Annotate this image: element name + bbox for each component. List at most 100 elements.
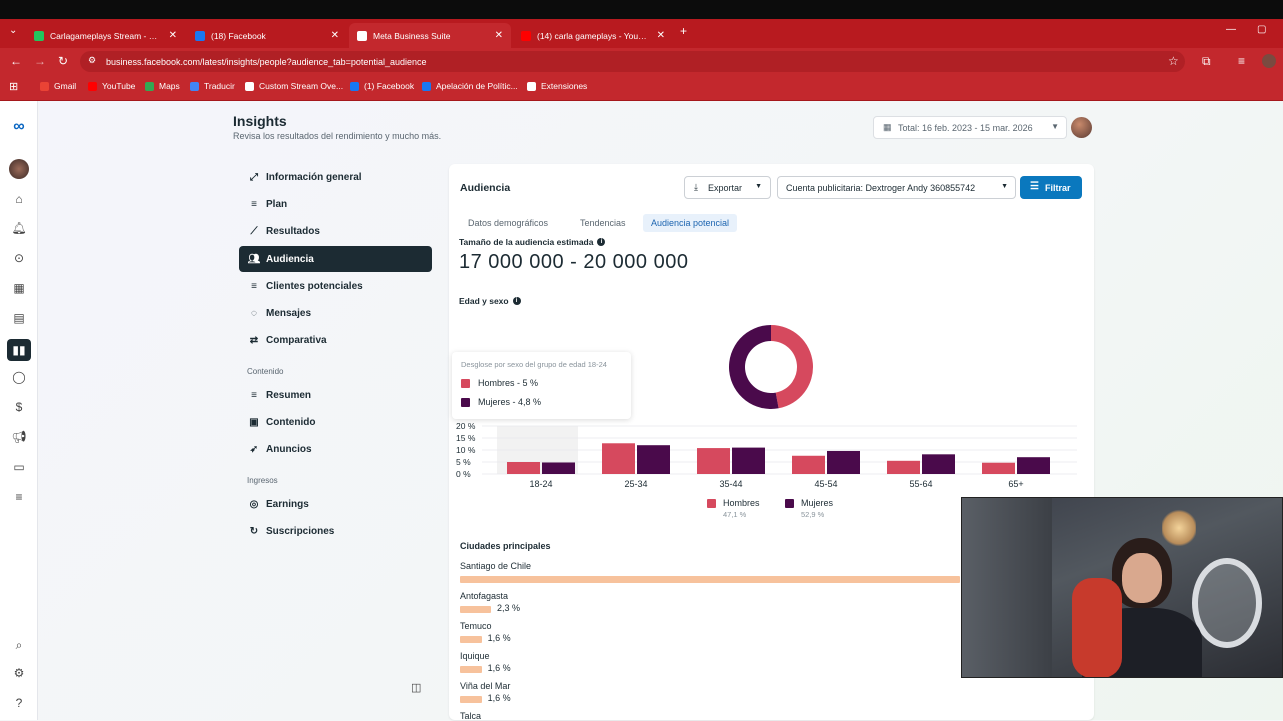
export-button[interactable]: ⤓ Exportar ▼: [684, 176, 771, 199]
tab-trends[interactable]: Tendencias: [580, 218, 626, 228]
sidebar-item-resumen[interactable]: ≡ Resumen: [239, 382, 432, 408]
extensions-icon[interactable]: ⧉: [1202, 54, 1211, 68]
apps-grid-icon[interactable]: ⊞: [9, 81, 19, 93]
insights-icon[interactable]: ▮▮: [7, 339, 31, 361]
sidebar-item-mensajes[interactable]: ◌ Mensajes: [239, 300, 432, 326]
media-icon[interactable]: ≡: [1238, 54, 1246, 68]
donut-slice-hombres[interactable]: [771, 325, 813, 409]
gear-icon[interactable]: ⚙: [13, 666, 25, 680]
browser-tab-2[interactable]: Meta Business Suite ✕: [349, 23, 511, 48]
gallery-icon[interactable]: ▤: [13, 311, 25, 325]
tab-favicon-icon: [34, 30, 44, 41]
bar-hombres-35-44[interactable]: [697, 448, 730, 474]
browser-tab-1[interactable]: (18) Facebook ✕: [187, 23, 347, 48]
date-range-button[interactable]: ▦ Total: 16 feb. 2023 - 15 mar. 2026 ▼: [873, 116, 1067, 139]
url-field[interactable]: ⚙ business.facebook.com/latest/insights/…: [80, 51, 1185, 72]
profile-avatar[interactable]: [1262, 54, 1276, 68]
chevron-down-icon: ▼: [1051, 122, 1059, 131]
list-icon: ≡: [251, 198, 257, 210]
donut-slice-mujeres[interactable]: [729, 325, 779, 409]
bar-mujeres-18-24[interactable]: [542, 462, 575, 474]
bar-hombres-65+[interactable]: [982, 462, 1015, 474]
bar-mujeres-35-44[interactable]: [732, 447, 765, 474]
card-icon[interactable]: ▭: [13, 460, 25, 474]
sidebar-item-suscripciones[interactable]: ↻ Suscripciones: [239, 518, 432, 544]
page-avatar[interactable]: [9, 159, 29, 179]
bar-hombres-25-34[interactable]: [602, 443, 635, 474]
sidebar-item-resultados[interactable]: ⟋ Resultados: [239, 218, 432, 244]
sidebar-item-label: Anuncios: [266, 443, 312, 455]
close-icon[interactable]: ✕: [656, 30, 665, 41]
sidebar-item-anuncios[interactable]: ➶ Anuncios: [239, 436, 432, 462]
bar-hombres-45-54[interactable]: [792, 455, 825, 474]
info-icon[interactable]: i: [512, 297, 521, 305]
sidebar-toggle-icon[interactable]: ◫: [411, 682, 422, 694]
grid-icon[interactable]: ▦: [13, 281, 25, 295]
browser-tab-0[interactable]: Carlagameplays Stream - Watch ✕: [26, 23, 185, 48]
user-avatar[interactable]: [1071, 117, 1092, 138]
bookmark-7[interactable]: Extensiones: [527, 81, 587, 91]
x-tick-label: 18-24: [529, 479, 552, 489]
bar-hombres-18-24[interactable]: [507, 462, 540, 474]
chat-icon[interactable]: ◯: [12, 370, 26, 384]
help-icon[interactable]: ?: [15, 696, 23, 710]
gmail-icon: [40, 81, 49, 91]
reload-icon[interactable]: ↻: [58, 54, 69, 68]
bar-mujeres-45-54[interactable]: [827, 450, 860, 474]
bookmark-0[interactable]: Gmail: [40, 81, 76, 91]
filter-button[interactable]: ☰ Filtrar: [1020, 176, 1082, 199]
close-icon[interactable]: ✕: [168, 30, 177, 41]
new-tab-plus-icon[interactable]: +: [680, 24, 688, 38]
close-icon[interactable]: ✕: [330, 30, 339, 41]
ad-account-select[interactable]: Cuenta publicitaria: Dextroger Andy 3608…: [777, 176, 1016, 199]
page-title: Insights: [233, 113, 287, 129]
meta-logo-icon[interactable]: ∞: [13, 118, 25, 135]
minimize-icon[interactable]: —: [1226, 24, 1236, 35]
forward-arrow-icon[interactable]: →: [34, 54, 46, 68]
bar-hombres-55-64[interactable]: [887, 460, 920, 474]
bookmark-6[interactable]: Apelación de Polític...: [422, 81, 518, 91]
person-face: [1122, 553, 1162, 603]
sidebar-item-plan[interactable]: ≡ Plan: [239, 191, 432, 217]
audience-size-label: Tamaño de la audiencia estimada i: [459, 237, 606, 247]
bar-mujeres-65+[interactable]: [1017, 457, 1050, 474]
sidebar-item-contenido[interactable]: ▣ Contenido: [239, 409, 432, 435]
tab-favicon-icon: [195, 30, 205, 41]
tab-potential-audience[interactable]: Audiencia potencial: [643, 214, 738, 232]
men-swatch: [707, 499, 716, 508]
browser-tab-3[interactable]: (14) carla gameplays - YouTube ✕: [513, 23, 673, 48]
maximize-icon[interactable]: ▢: [1257, 24, 1267, 35]
bookmark-3[interactable]: Traducir: [190, 81, 235, 91]
home-icon[interactable]: ⌂: [15, 192, 23, 206]
bookmark-1[interactable]: YouTube: [88, 81, 135, 91]
facebook-icon: [350, 81, 359, 91]
sidebar-item-clientes-potenciales[interactable]: ≡ Clientes potenciales: [239, 273, 432, 299]
tab-menu-chevron-icon[interactable]: ⌄: [9, 25, 18, 36]
back-arrow-icon[interactable]: ←: [10, 54, 22, 68]
bar-mujeres-55-64[interactable]: [922, 454, 955, 474]
compass-icon[interactable]: ⊙: [13, 251, 25, 265]
dollar-icon[interactable]: $: [15, 400, 23, 414]
sidebar-item-earnings[interactable]: ◎ Earnings: [239, 491, 432, 517]
menu-icon[interactable]: ≡: [15, 490, 23, 504]
bar-mujeres-25-34[interactable]: [637, 445, 670, 474]
sidebar-item-audiencia[interactable]: 👥︎ Audiencia: [239, 246, 432, 272]
bell-icon[interactable]: 🔔︎: [11, 221, 27, 235]
bookmark-star-icon[interactable]: ☆: [1168, 54, 1179, 68]
site-info-icon[interactable]: ⚙: [88, 55, 97, 65]
y-tick-label: 20 %: [456, 421, 476, 431]
bookmark-4[interactable]: Custom Stream Ove...: [245, 81, 343, 91]
sidebar-item-comparativa[interactable]: ⇄ Comparativa: [239, 327, 432, 353]
close-icon[interactable]: ✕: [494, 30, 503, 41]
search-icon[interactable]: ⌕: [15, 637, 23, 652]
info-icon[interactable]: i: [597, 238, 606, 246]
city-name: Temuco: [460, 621, 492, 631]
megaphone-icon[interactable]: 📢︎: [11, 430, 27, 444]
bookmark-5[interactable]: (1) Facebook: [350, 81, 414, 91]
bookmark-2[interactable]: Maps: [145, 81, 180, 91]
sidebar-item-información-general[interactable]: ⤢ Información general: [239, 164, 432, 190]
legend-men: Hombres 47,1 %: [707, 498, 760, 519]
age-sex-bar-chart[interactable]: 20 % 15 % 10 % 5 % 0 % 18-24 25-34 35-44 45-54 55…: [452, 418, 1082, 493]
tab-demographics[interactable]: Datos demográficos: [468, 218, 549, 228]
subscription-icon: ↻: [249, 525, 259, 537]
